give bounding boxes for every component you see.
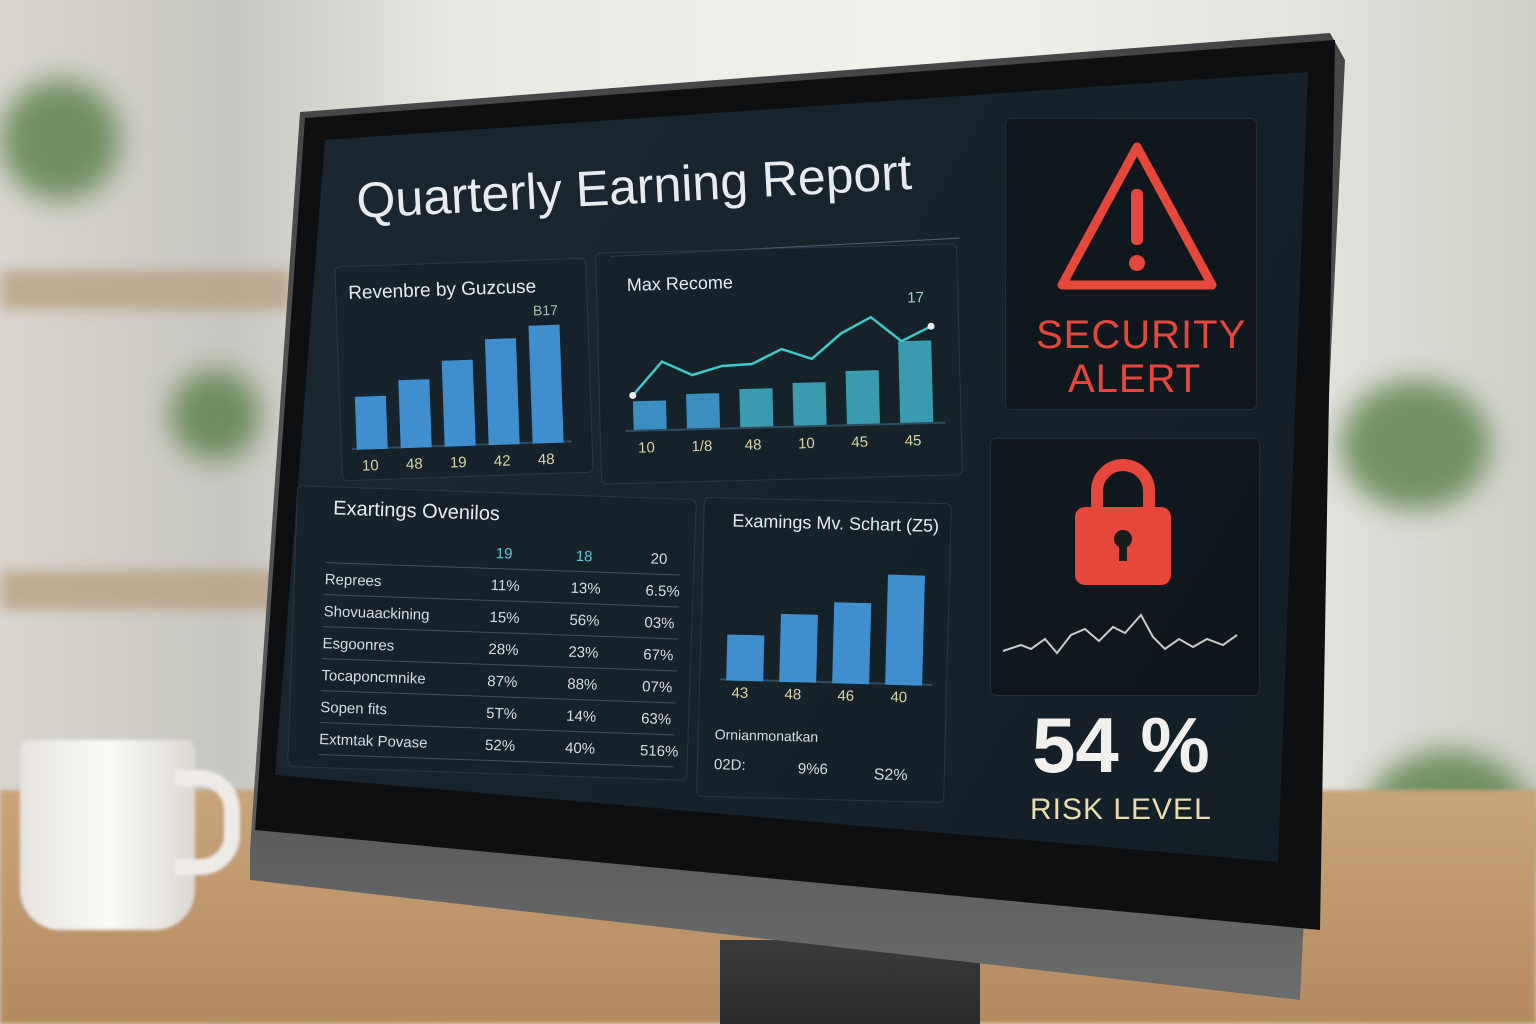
padlock-icon bbox=[1075, 459, 1171, 585]
revenue-chart-legend: B17 bbox=[532, 301, 559, 319]
earnings-footer-value: S2% bbox=[873, 766, 908, 785]
x-tick-label: 43 bbox=[731, 684, 749, 703]
column-header: 20 bbox=[650, 550, 668, 569]
table-cell: 52% bbox=[484, 736, 516, 755]
chart-bar bbox=[528, 324, 564, 444]
line-point bbox=[927, 322, 935, 330]
x-tick-label: 10 bbox=[638, 439, 655, 453]
earnings-footer-label: Ornianmonatkan bbox=[714, 726, 819, 745]
max-recome-panel: Max Recome 17 10 1/8 48 10 45 45 bbox=[595, 243, 963, 485]
chart-bar bbox=[739, 388, 774, 429]
revenue-chart-title: Revenbre by Guzcuse bbox=[347, 276, 537, 304]
row-label: Extmtak Povase bbox=[318, 731, 428, 752]
row-label: Shovuaackining bbox=[323, 603, 430, 624]
x-tick-label: 48 bbox=[405, 455, 423, 474]
table-cell: 6.5% bbox=[645, 582, 681, 601]
x-tick-label: 10 bbox=[361, 457, 379, 475]
earnings-footer-value: 9%6 bbox=[797, 760, 829, 779]
risk-value: 54 % bbox=[1032, 701, 1210, 789]
chart-bar bbox=[632, 400, 667, 431]
series-line bbox=[631, 315, 932, 397]
table-cell: 15% bbox=[489, 608, 520, 627]
chart-bar bbox=[441, 359, 476, 447]
x-tick-label: 48 bbox=[784, 685, 802, 704]
row-label: Tocaponcmnike bbox=[321, 667, 426, 688]
table-cell: 03% bbox=[644, 614, 675, 633]
chart-bar bbox=[686, 393, 721, 430]
x-tick-label: 10 bbox=[798, 435, 815, 452]
table-cell: 13% bbox=[570, 579, 601, 598]
row-label: Sopen fits bbox=[319, 699, 388, 719]
overview-title: Exartings Ovenilos bbox=[332, 497, 501, 526]
security-alert-panel: SECURITY ALERT bbox=[1005, 118, 1257, 410]
earnings-chart-panel: Examings Mv. Schart (Z5) 43 48 46 40 Ornian… bbox=[696, 496, 952, 804]
x-tick-label: 19 bbox=[449, 453, 467, 472]
table-cell: 516% bbox=[639, 742, 679, 761]
revenue-chart-panel: Revenbre by Guzcuse B17 10 48 19 42 48 bbox=[334, 257, 594, 482]
table-cell: 11% bbox=[490, 576, 520, 595]
table-cell: 5T% bbox=[485, 704, 518, 723]
earnings-bars bbox=[720, 570, 935, 686]
x-tick-label: 40 bbox=[890, 688, 908, 707]
x-tick-label: 42 bbox=[493, 452, 511, 471]
chart-bar bbox=[726, 634, 765, 682]
table-cell: 14% bbox=[565, 707, 597, 726]
overview-table: 19 18 20 Reprees 11% 13% 6.5% Shovuaackining 15%… bbox=[318, 531, 682, 773]
table-cell: 23% bbox=[568, 643, 599, 662]
security-alert-text: SECURITY bbox=[1036, 313, 1247, 357]
x-tick-label: 45 bbox=[851, 434, 868, 451]
chart-bar bbox=[779, 613, 819, 683]
earnings-footer-value: 02D: bbox=[713, 756, 746, 774]
column-header: 18 bbox=[575, 547, 593, 566]
x-tick-label: 48 bbox=[537, 450, 555, 469]
security-alert-text: ALERT bbox=[1068, 357, 1202, 401]
max-chart-legend: 17 bbox=[907, 289, 925, 307]
chart-bar bbox=[355, 395, 388, 450]
chart-bar bbox=[845, 370, 881, 426]
warning-triangle-icon bbox=[1057, 142, 1217, 290]
chart-bar bbox=[832, 601, 872, 685]
table-cell: 88% bbox=[566, 675, 598, 694]
line-point bbox=[629, 391, 637, 399]
revenue-bars: 10 48 19 42 48 bbox=[348, 324, 572, 475]
table-cell: 28% bbox=[488, 640, 519, 659]
column-header: 19 bbox=[495, 545, 513, 563]
risk-label: RISK LEVEL bbox=[1030, 793, 1212, 826]
table-cell: 56% bbox=[569, 611, 600, 630]
max-chart-plot: 10 1/8 48 10 45 45 bbox=[625, 315, 946, 453]
row-label: Reprees bbox=[324, 571, 382, 591]
coffee-mug bbox=[20, 740, 195, 930]
chart-bar bbox=[485, 337, 520, 446]
table-cell: 67% bbox=[643, 646, 674, 665]
table-cell: 07% bbox=[641, 678, 673, 697]
x-tick-label: 45 bbox=[905, 432, 922, 449]
mug-handle bbox=[175, 770, 240, 875]
table-cell: 40% bbox=[564, 739, 596, 758]
lock-panel bbox=[990, 438, 1260, 696]
x-tick-label: 1/8 bbox=[691, 438, 712, 453]
earnings-overview-panel: Exartings Ovenilos 19 18 20 Reprees 11% 13% 6.… bbox=[287, 485, 697, 781]
x-tick-label: 46 bbox=[837, 687, 855, 705]
table-cell: 63% bbox=[640, 710, 672, 729]
row-label: Esgoonres bbox=[322, 635, 395, 655]
chart-bar bbox=[792, 382, 827, 427]
chart-bar bbox=[885, 574, 926, 686]
chart-bar bbox=[398, 378, 432, 449]
earnings-chart-title: Examings Mv. Schart (Z5) bbox=[732, 510, 940, 536]
x-tick-label: 48 bbox=[745, 436, 762, 453]
max-chart-title: Max Recome bbox=[626, 272, 734, 295]
chart-bar bbox=[898, 340, 934, 424]
table-cell: 87% bbox=[487, 672, 518, 691]
risk-sparkline bbox=[1002, 613, 1238, 655]
